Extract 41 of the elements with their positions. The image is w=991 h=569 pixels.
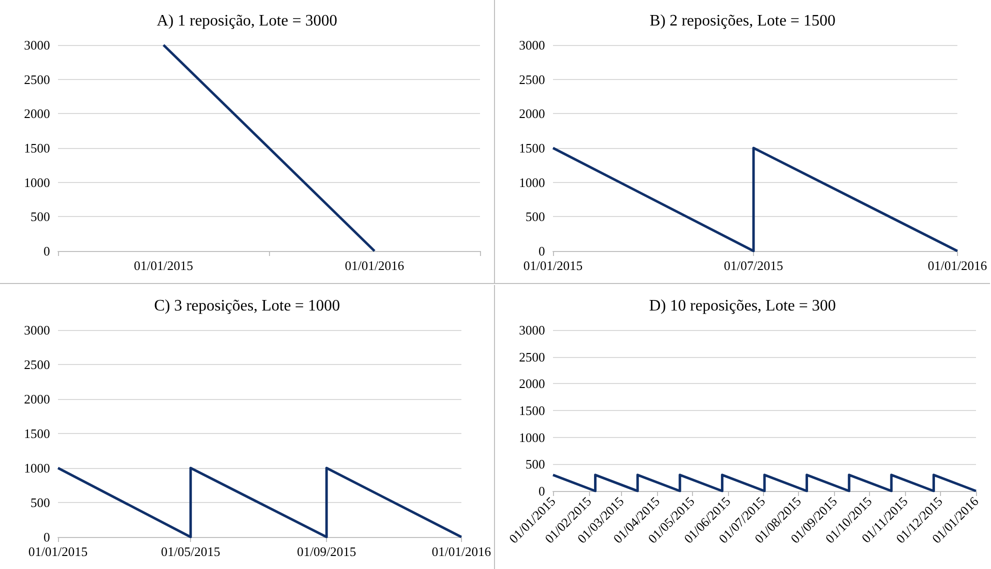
x-tick-label: 01/09/2015	[296, 544, 356, 558]
y-tick-label: 3000	[24, 322, 50, 337]
y-tick-label: 3000	[519, 322, 545, 337]
y-tick-label: 2500	[519, 348, 545, 364]
chart-title: C) 3 reposições, Lote = 1000	[154, 297, 340, 314]
y-tick-label: 1500	[24, 426, 50, 440]
x-tick-label: 01/01/2016	[928, 258, 988, 273]
x-tick-label: 01/05/2015	[161, 544, 220, 558]
y-tick-label: 0	[44, 244, 50, 258]
y-tick-label: 1000	[24, 174, 50, 190]
y-tick-label: 3000	[519, 38, 545, 52]
y-tick-label: 500	[30, 209, 50, 224]
x-tick-label: 01/01/2016	[432, 544, 492, 558]
y-tick-label: 0	[538, 244, 545, 258]
y-tick-label: 0	[44, 529, 50, 544]
y-tick-label: 2500	[519, 72, 545, 87]
x-tick-label: 01/07/2015	[724, 258, 784, 273]
y-tick-label: 500	[526, 209, 545, 224]
y-tick-label: 2000	[24, 106, 50, 122]
chart-title: A) 1 reposição, Lote = 3000	[156, 12, 338, 30]
y-tick-label: 1500	[24, 140, 50, 156]
y-tick-label: 1000	[519, 429, 545, 444]
chart-title: B) 2 reposições, Lote = 1500	[650, 12, 836, 30]
y-tick-label: 2000	[519, 106, 545, 122]
x-tick-label: 01/01/2016	[344, 258, 405, 273]
y-tick-label: 1000	[24, 460, 50, 475]
chart-title: D) 10 reposições, Lote = 300	[649, 297, 836, 314]
y-tick-label: 3000	[24, 38, 50, 52]
x-tick-label: 01/01/2015	[28, 544, 88, 558]
y-tick-label: 500	[526, 456, 545, 472]
y-tick-label: 0	[538, 483, 545, 498]
x-tick-label: 01/01/2015	[523, 258, 583, 273]
y-tick-label: 2500	[24, 356, 50, 372]
x-tick-label: 01/01/2015	[134, 258, 194, 273]
y-tick-label: 1500	[519, 402, 545, 418]
y-tick-label: 2500	[24, 72, 50, 87]
y-tick-label: 1000	[519, 174, 545, 190]
y-tick-label: 2000	[24, 391, 50, 406]
y-tick-label: 500	[30, 494, 50, 510]
y-tick-label: 2000	[519, 376, 545, 391]
y-tick-label: 1500	[519, 140, 545, 156]
